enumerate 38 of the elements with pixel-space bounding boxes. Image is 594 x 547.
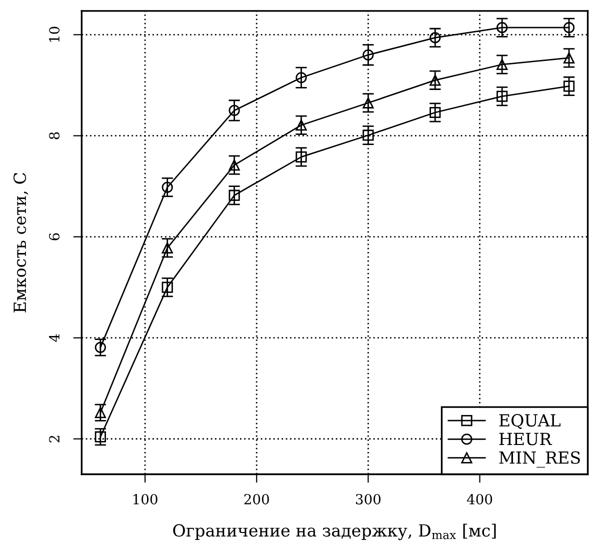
point — [430, 32, 441, 44]
point — [162, 242, 173, 254]
y-tick-label: 2 — [49, 436, 60, 442]
point — [228, 190, 240, 201]
legend-label: MIN_RES — [499, 451, 580, 468]
x-tick-label: 200 — [244, 494, 269, 504]
point — [563, 22, 575, 34]
point — [496, 22, 508, 34]
point — [563, 52, 575, 64]
point — [496, 90, 508, 102]
point — [296, 72, 307, 84]
point — [162, 182, 173, 193]
point — [296, 151, 307, 163]
point — [496, 58, 508, 70]
x-axis-title: Ограничение на задержку, D$_{max}$ [мс] — [173, 524, 496, 540]
x-tick-label: 400 — [466, 494, 492, 504]
x-tick-label: 300 — [356, 494, 381, 504]
point — [430, 106, 441, 118]
point — [94, 342, 106, 353]
point — [362, 49, 374, 60]
point — [563, 80, 575, 92]
point — [430, 74, 441, 86]
point — [296, 120, 307, 131]
point — [94, 407, 106, 418]
y-tick-label: 8 — [49, 132, 60, 140]
legend-label: EQUAL — [499, 414, 560, 430]
point — [228, 104, 240, 116]
point — [94, 431, 106, 442]
y-tick-label: 6 — [49, 233, 60, 240]
point — [362, 97, 374, 108]
x-tick-label: 100 — [133, 494, 158, 504]
point — [162, 282, 173, 293]
y-tick-label: 10 — [49, 26, 60, 42]
point — [228, 159, 240, 171]
y-axis-title: Емкость сети, C — [14, 172, 28, 312]
y-tick-label: 4 — [49, 334, 60, 342]
point — [362, 130, 374, 141]
legend-label: HEUR — [499, 432, 552, 446]
